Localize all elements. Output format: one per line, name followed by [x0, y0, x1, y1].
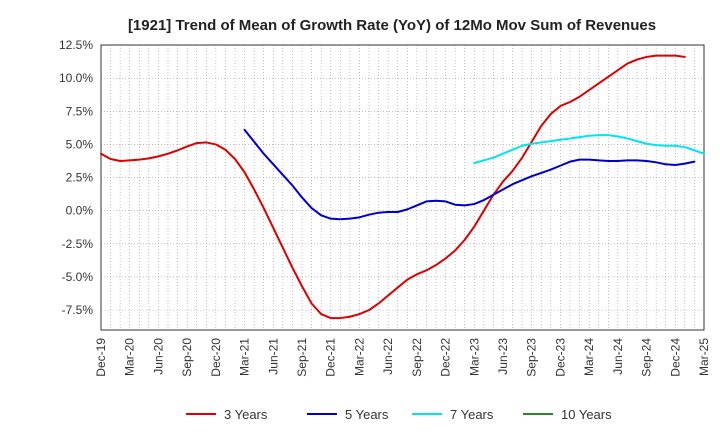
x-tick-label: Jun-24 [611, 338, 625, 375]
series-line-3-years [100, 54, 686, 320]
y-tick-label: 7.5% [66, 104, 94, 118]
x-tick-label: Sep-21 [295, 338, 309, 377]
x-tick-label: Sep-22 [410, 338, 424, 377]
legend: 3 Years 5 Years 7 Years 10 Years [186, 407, 612, 422]
x-tick-label: Sep-20 [180, 338, 194, 377]
x-tick-label: Dec-24 [668, 338, 682, 377]
x-tick-label: Dec-20 [209, 338, 223, 377]
x-tick-label: Jun-20 [151, 338, 165, 375]
plot-border [100, 44, 705, 331]
y-tick-label: 2.5% [66, 171, 94, 185]
y-tick-label: -5.0% [62, 270, 94, 284]
x-tick-label: Mar-21 [238, 338, 252, 376]
series-lines [100, 54, 705, 320]
x-tick-label: Mar-25 [697, 338, 711, 376]
series-line-7-years [473, 134, 705, 164]
x-tick-label: Mar-20 [123, 338, 137, 376]
legend-label: 10 Years [561, 407, 612, 422]
legend-label: 5 Years [345, 407, 389, 422]
x-tick-label: Mar-23 [467, 338, 481, 376]
x-tick-label: Sep-24 [640, 338, 654, 377]
y-tick-label: 0.0% [66, 204, 94, 218]
x-tick-label: Mar-24 [582, 338, 596, 376]
x-tick-label: Dec-21 [324, 338, 338, 377]
x-tick-label: Mar-22 [352, 338, 366, 376]
x-tick-label: Dec-22 [439, 338, 453, 377]
y-tick-label: -2.5% [62, 237, 94, 251]
x-tick-label: Jun-23 [496, 338, 510, 375]
chart-title: [1921] Trend of Mean of Growth Rate (YoY… [128, 17, 656, 34]
x-tick-label: Dec-23 [553, 338, 567, 377]
grid [100, 44, 705, 330]
axes: 12.5% 10.0% 7.5% 5.0% 2.5% 0.0% -2.5% -5.0% -7.5… [59, 38, 711, 377]
plot-area [101, 45, 704, 330]
y-tick-label: -7.5% [62, 303, 94, 317]
x-tick-label: Jun-21 [266, 338, 280, 375]
legend-label: 7 Years [450, 407, 494, 422]
x-tick-label: Dec-19 [94, 338, 108, 377]
series-line-5-years [243, 128, 696, 221]
y-tick-label: 10.0% [59, 71, 93, 85]
y-tick-label: 12.5% [59, 38, 93, 52]
y-tick-label: 5.0% [66, 137, 94, 151]
legend-label: 3 Years [224, 407, 268, 422]
x-tick-label: Sep-23 [525, 338, 539, 377]
x-tick-label: Jun-22 [381, 338, 395, 375]
